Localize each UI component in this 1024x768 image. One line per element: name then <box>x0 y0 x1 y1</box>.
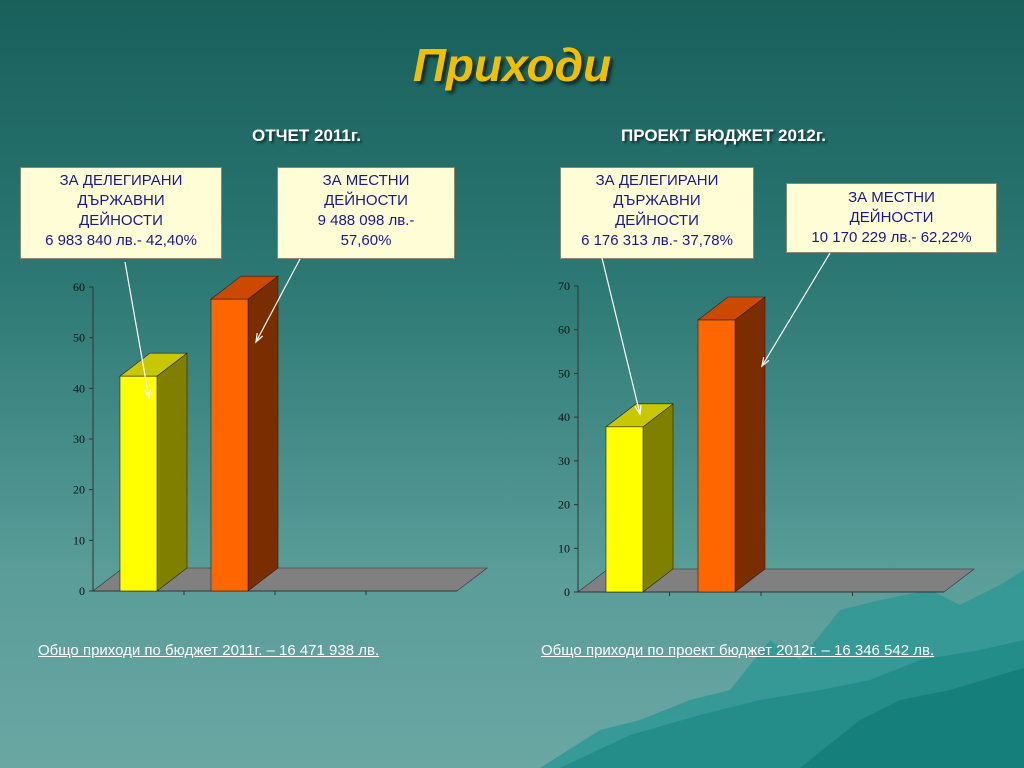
callout-2011-delegated: ЗА ДЕЛЕГИРАНИ ДЪРЖАВНИ ДЕЙНОСТИ 6 983 84… <box>20 167 222 259</box>
y-tick-label: 0 <box>564 585 570 599</box>
total-2012: Общо приходи по проект бюджет 2012г. – 1… <box>541 642 935 659</box>
callout-line: ДЕЙНОСТИ <box>79 212 163 229</box>
y-tick-label: 30 <box>558 454 570 468</box>
callout-pointer <box>124 261 150 399</box>
callout-line: ДЕЙНОСТИ <box>615 212 699 229</box>
arrowhead-icon <box>255 333 264 344</box>
callout-line: ДЪРЖАВНИ <box>613 192 701 209</box>
callout-line: 6 176 313 лв.- 37,78% <box>581 232 733 249</box>
bar-side <box>247 275 279 592</box>
bar-side <box>156 352 188 592</box>
bar <box>697 319 736 593</box>
bar <box>119 375 158 592</box>
y-tick-label: 40 <box>73 381 85 395</box>
left-chart-heading: ОТЧЕТ 2011г. <box>252 126 361 145</box>
arrowhead-icon <box>761 357 770 368</box>
callout-2011-local: ЗА МЕСТНИ ДЕЙНОСТИ 9 488 098 лв.- 57,60% <box>277 167 455 259</box>
callout-line: ЗА ДЕЛЕГИРАНИ <box>59 172 183 189</box>
callout-pointer <box>761 252 831 367</box>
slide-title: Приходи <box>412 39 612 91</box>
callout-line: 10 170 229 лв.- 62,22% <box>811 229 972 246</box>
callout-2012-local: ЗА МЕСТНИ ДЕЙНОСТИ 10 170 229 лв.- 62,22… <box>786 183 997 253</box>
callout-2012-delegated: ЗА ДЕЛЕГИРАНИ ДЪРЖАВНИ ДЕЙНОСТИ 6 176 31… <box>560 167 754 259</box>
callout-pointer <box>601 257 641 415</box>
callout-line: ЗА ДЕЛЕГИРАНИ <box>595 172 719 189</box>
callout-line: 57,60% <box>340 232 392 249</box>
bar <box>210 298 249 592</box>
callout-line: ДЕЙНОСТИ <box>324 192 408 209</box>
callout-line: ЗА МЕСТНИ <box>848 189 935 206</box>
bar-side <box>642 403 674 593</box>
y-tick-label: 10 <box>73 533 85 547</box>
y-tick-label: 70 <box>558 279 570 293</box>
bar <box>605 426 644 593</box>
bar-side <box>734 296 766 593</box>
arrowhead-icon <box>143 389 152 400</box>
callout-line: ЗА МЕСТНИ <box>322 172 410 189</box>
y-tick-label: 40 <box>558 410 570 424</box>
right-chart-heading: ПРОЕКТ БЮДЖЕТ 2012г. <box>621 126 826 145</box>
y-tick-label: 30 <box>73 432 85 446</box>
y-tick-label: 50 <box>73 331 85 345</box>
callout-line: ДЪРЖАВНИ <box>77 192 165 209</box>
y-tick-label: 50 <box>558 366 570 380</box>
arrowhead-icon <box>634 404 642 416</box>
y-tick-label: 20 <box>73 483 85 497</box>
y-tick-label: 10 <box>558 541 570 555</box>
callout-line: 9 488 098 лв.- <box>317 212 415 229</box>
callout-line: 6 983 840 лв.- 42,40% <box>45 232 197 249</box>
y-tick-label: 60 <box>558 323 570 337</box>
callout-pointer <box>255 258 301 343</box>
y-tick-label: 20 <box>558 498 570 512</box>
callout-line: ДЕЙНОСТИ <box>849 209 934 226</box>
total-2011: Общо приходи по бюджет 2011г. – 16 471 9… <box>38 642 380 659</box>
y-tick-label: 60 <box>73 280 85 294</box>
y-tick-label: 0 <box>79 584 85 598</box>
